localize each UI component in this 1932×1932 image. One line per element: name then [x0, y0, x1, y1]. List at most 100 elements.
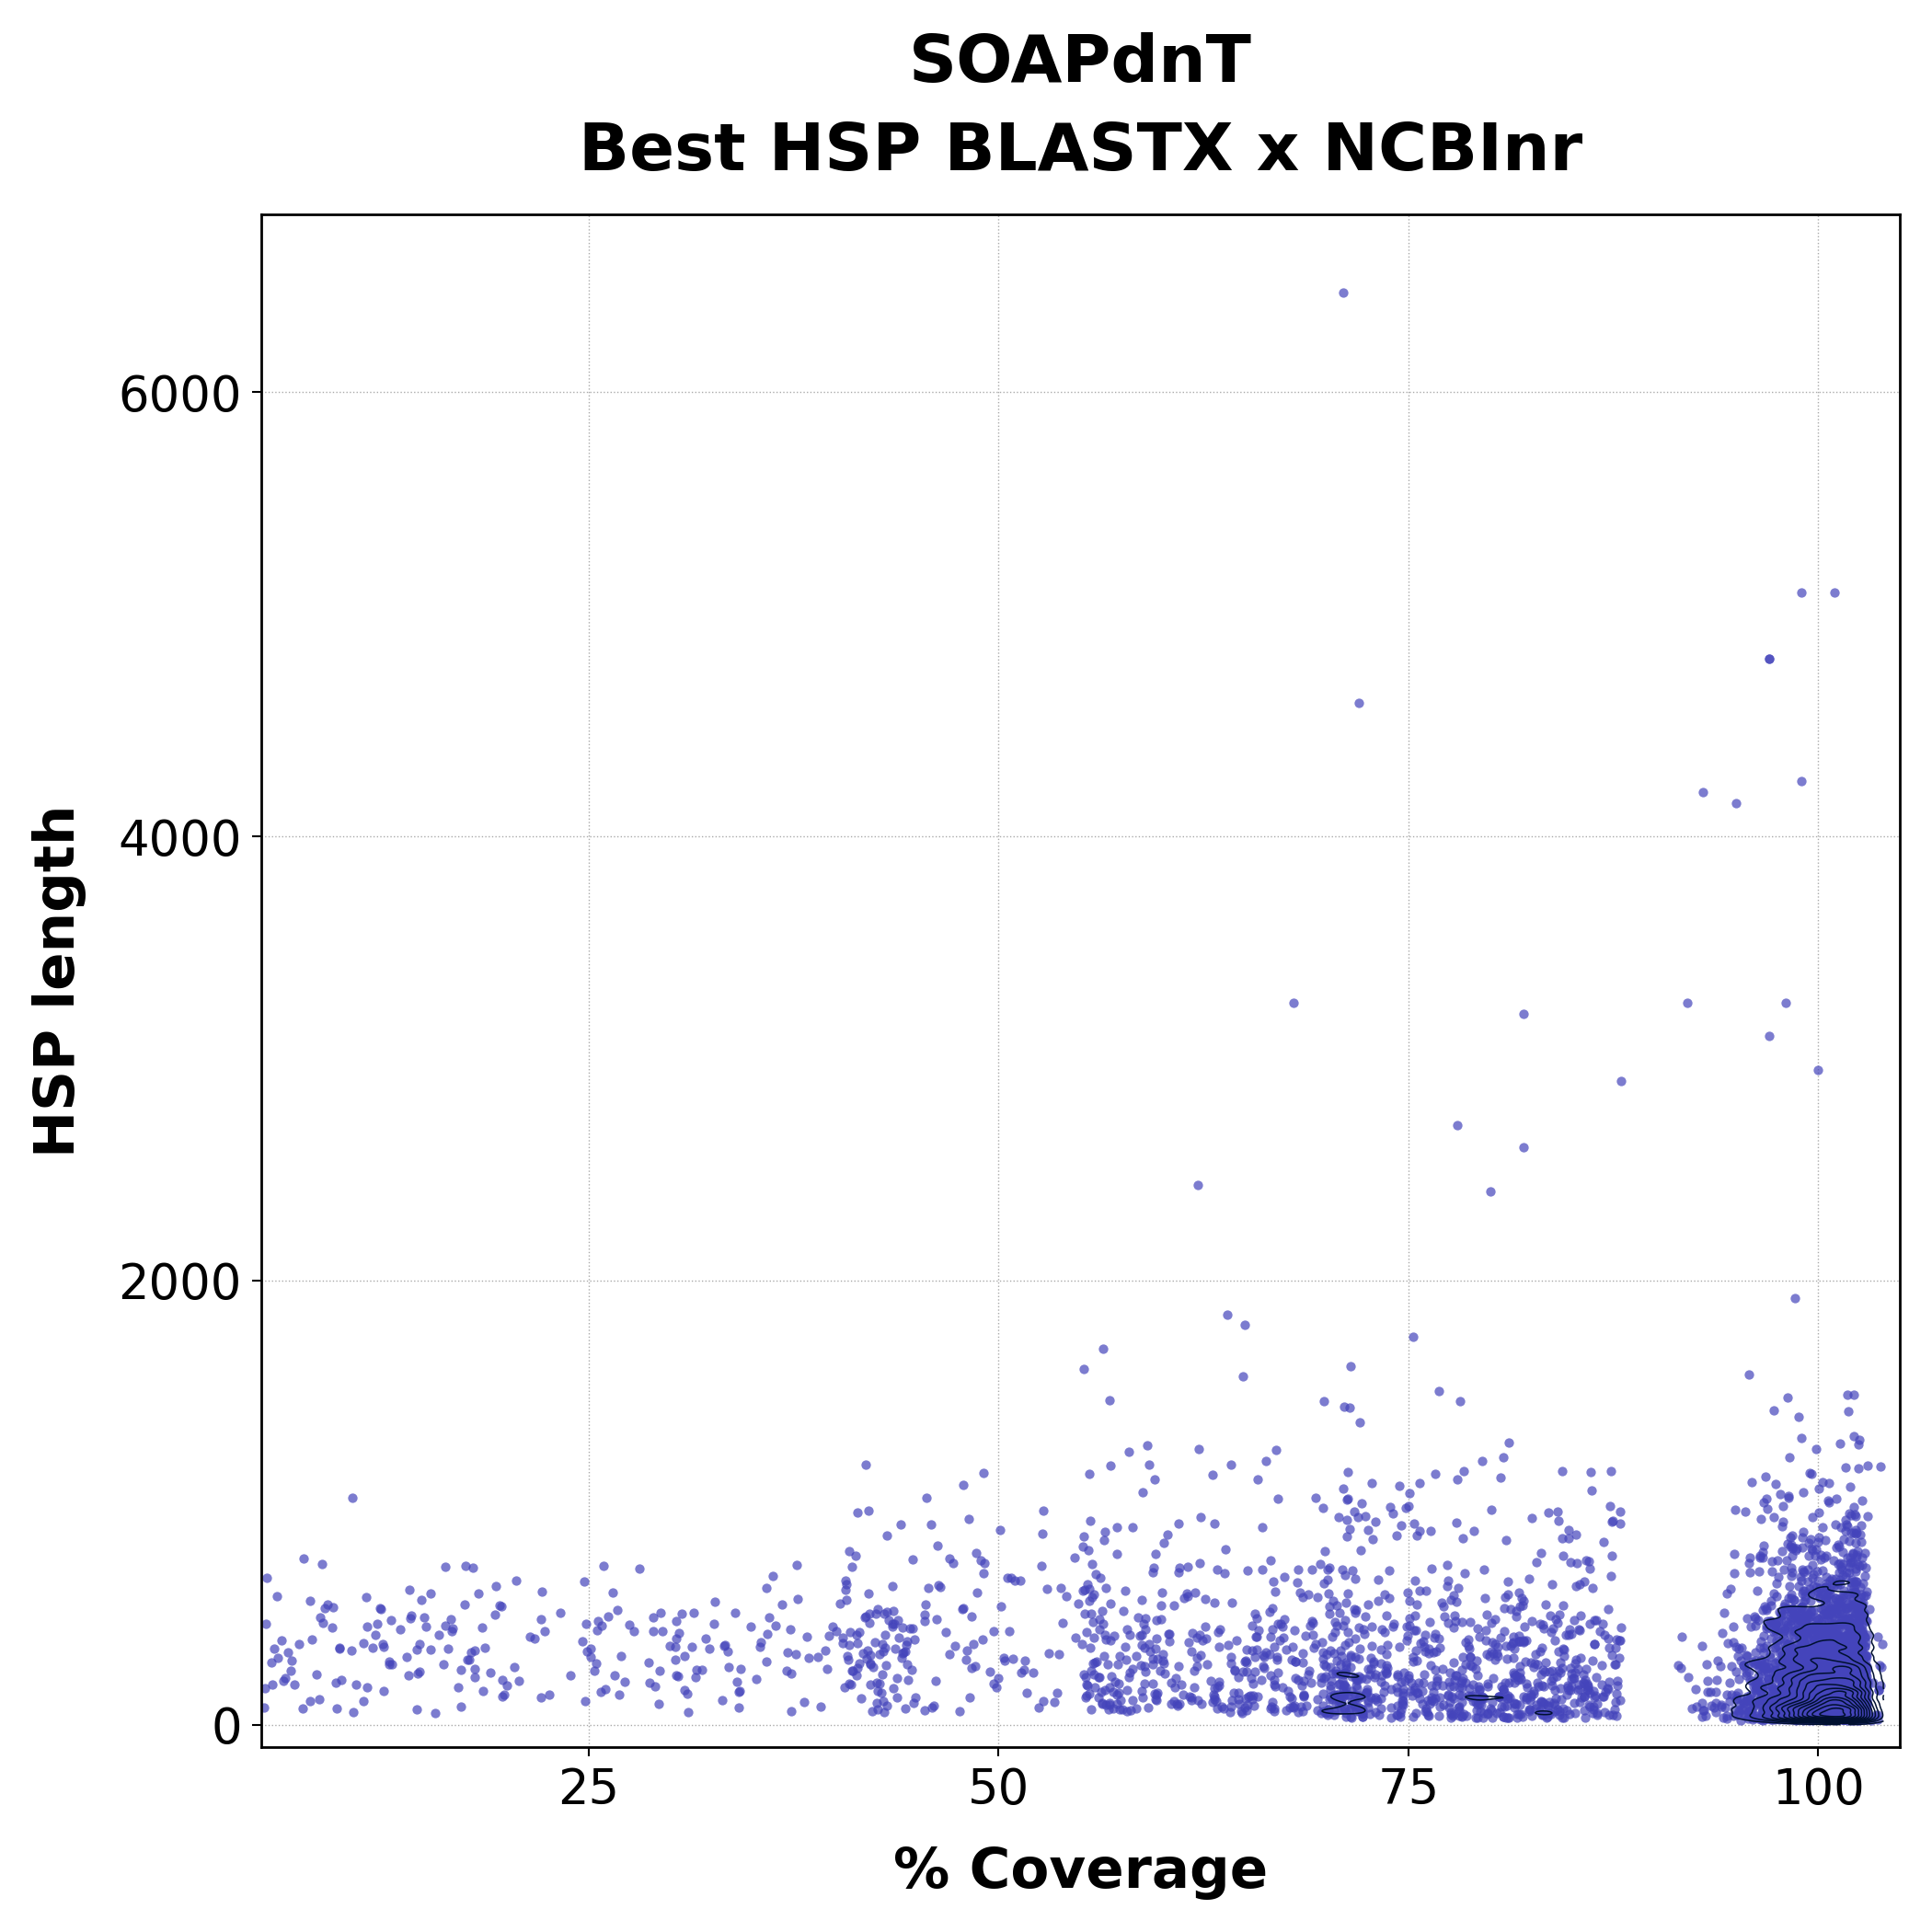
Point [1733, 1656, 1764, 1687]
Point [1047, 1607, 1078, 1638]
Point [1028, 1495, 1059, 1526]
Point [1808, 1673, 1839, 1704]
Point [1325, 1650, 1356, 1681]
Point [1824, 1702, 1855, 1733]
Point [1461, 1644, 1492, 1675]
Point [1515, 1685, 1546, 1716]
Point [1772, 1654, 1803, 1685]
Point [1084, 1615, 1115, 1646]
Point [1447, 1665, 1478, 1696]
Point [1329, 1658, 1360, 1689]
Point [1752, 1667, 1783, 1698]
Point [1814, 1692, 1845, 1723]
Point [873, 1605, 904, 1636]
Point [891, 1631, 922, 1662]
Point [1806, 1702, 1837, 1733]
Point [1546, 1455, 1577, 1486]
Point [1405, 1515, 1435, 1546]
Point [1818, 1571, 1849, 1602]
Point [1814, 1702, 1845, 1733]
Point [1321, 1683, 1352, 1714]
Point [1822, 1623, 1853, 1654]
Point [1803, 1636, 1833, 1667]
Point [1810, 1675, 1841, 1706]
Point [1748, 1646, 1779, 1677]
Point [580, 1656, 611, 1687]
Point [887, 1611, 918, 1642]
Point [1818, 1685, 1849, 1716]
Point [1843, 1615, 1874, 1646]
Point [1401, 1698, 1432, 1729]
Point [753, 1602, 784, 1633]
Point [1812, 1631, 1843, 1662]
Point [1385, 1698, 1416, 1729]
Point [1814, 1683, 1845, 1714]
Point [1845, 1602, 1876, 1633]
Point [1561, 1644, 1592, 1675]
Point [1381, 1662, 1412, 1692]
Point [1793, 1634, 1824, 1665]
Point [1256, 1660, 1287, 1690]
Point [1756, 1698, 1787, 1729]
Point [837, 1669, 867, 1700]
Point [1847, 1679, 1878, 1710]
Point [1830, 1667, 1861, 1698]
Point [1814, 1700, 1845, 1731]
Point [1816, 1673, 1847, 1704]
Point [1764, 1561, 1795, 1592]
Point [1341, 1642, 1372, 1673]
Point [1173, 1551, 1204, 1582]
Point [1820, 1669, 1851, 1700]
Point [1789, 1660, 1820, 1690]
Point [1781, 1638, 1812, 1669]
Point [1298, 1607, 1329, 1638]
Point [1293, 1656, 1323, 1687]
Point [1569, 1658, 1600, 1689]
Point [1770, 1669, 1801, 1700]
Point [1569, 1669, 1600, 1700]
Point [1795, 1613, 1826, 1644]
Point [1801, 1671, 1832, 1702]
Point [1314, 1598, 1345, 1629]
Point [1835, 1704, 1866, 1735]
Point [1768, 1646, 1799, 1677]
Point [1835, 1633, 1866, 1663]
Point [1503, 1627, 1534, 1658]
Point [844, 1648, 875, 1679]
Point [1841, 1517, 1872, 1548]
Point [1828, 1683, 1859, 1714]
Point [1308, 1690, 1339, 1721]
Point [752, 1619, 782, 1650]
Point [1824, 1702, 1855, 1733]
Point [1857, 1704, 1888, 1735]
Point [1791, 1607, 1822, 1638]
Point [1215, 1642, 1246, 1673]
Point [1246, 1513, 1277, 1544]
Point [1215, 1685, 1246, 1716]
Point [1756, 1671, 1787, 1702]
Point [1117, 1685, 1148, 1716]
Point [1768, 1623, 1799, 1654]
Point [1845, 1660, 1876, 1690]
Point [1801, 1625, 1832, 1656]
Point [1544, 1696, 1575, 1727]
Point [1766, 1696, 1797, 1727]
Point [1745, 1503, 1776, 1534]
Point [1833, 1654, 1864, 1685]
Point [1818, 1704, 1849, 1735]
Point [1841, 1555, 1872, 1586]
Point [1522, 1671, 1553, 1702]
Point [1795, 1698, 1826, 1729]
Point [1830, 1631, 1861, 1662]
Point [1804, 1689, 1835, 1719]
Point [1839, 1667, 1870, 1698]
Point [1781, 1702, 1812, 1733]
Point [1731, 1687, 1762, 1718]
Point [1841, 1692, 1872, 1723]
Point [1804, 1667, 1835, 1698]
Point [1785, 1679, 1816, 1710]
Point [1774, 1441, 1804, 1472]
Point [1779, 1704, 1810, 1735]
Point [1816, 1652, 1847, 1683]
Point [1113, 1662, 1144, 1692]
